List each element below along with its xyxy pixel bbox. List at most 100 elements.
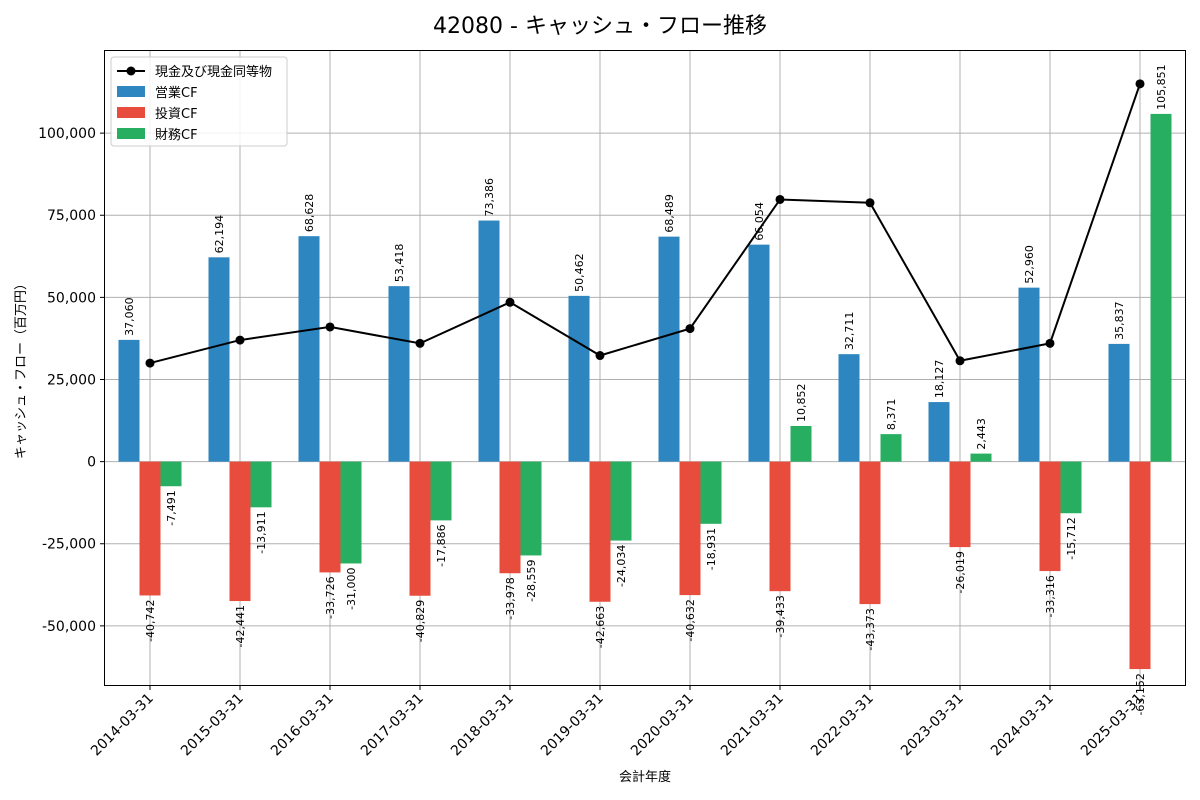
- bar-value-label: 8,371: [885, 399, 898, 431]
- bar-営業CF: [208, 257, 230, 462]
- bar-財務CF: [700, 461, 722, 524]
- bar-投資CF: [1039, 461, 1061, 572]
- y-tick-label: 50,000: [47, 290, 96, 306]
- x-tick-label: 2022-03-31: [808, 691, 877, 760]
- bar-財務CF: [160, 461, 182, 487]
- bar-営業CF: [388, 286, 410, 462]
- y-tick-label: -25,000: [42, 537, 96, 553]
- cash-point: [955, 356, 965, 366]
- plot-frame: [104, 50, 1186, 686]
- legend-swatch: [117, 86, 145, 97]
- bar-投資CF: [499, 461, 521, 574]
- legend-entry: 投資CF: [155, 106, 198, 122]
- x-tick-label: 2025-03-31: [1078, 691, 1147, 760]
- bar-value-label: -7,491: [165, 490, 178, 525]
- bar-value-label: 10,852: [795, 383, 808, 422]
- cash-point: [505, 297, 515, 307]
- cash-point: [595, 351, 605, 361]
- cash-point: [235, 335, 245, 345]
- bar-value-label: 35,837: [1113, 301, 1126, 340]
- bar-財務CF: [1150, 113, 1172, 462]
- bar-営業CF: [478, 220, 500, 462]
- bar-value-label: -42,441: [234, 605, 247, 647]
- bar-value-label: 37,060: [123, 297, 136, 336]
- bar-営業CF: [298, 236, 320, 462]
- bar-value-label: 52,960: [1023, 245, 1036, 284]
- legend-entry: 財務CF: [155, 128, 198, 143]
- bar-value-label: -40,829: [414, 600, 427, 642]
- bar-投資CF: [589, 461, 611, 602]
- bar-営業CF: [928, 402, 950, 462]
- bar-value-label: 68,628: [303, 194, 316, 233]
- cash-point: [145, 358, 155, 368]
- bar-財務CF: [970, 453, 992, 462]
- bar-value-label: 62,194: [213, 215, 226, 254]
- bar-営業CF: [838, 354, 860, 462]
- bar-営業CF: [748, 244, 770, 462]
- bar-財務CF: [250, 461, 272, 508]
- x-tick-label: 2017-03-31: [358, 691, 427, 760]
- bar-value-label: 105,851: [1155, 64, 1168, 110]
- bar-value-label: 2,443: [975, 418, 988, 450]
- bar-営業CF: [658, 236, 680, 462]
- legend-box: [110, 56, 288, 147]
- bar-財務CF: [340, 461, 362, 564]
- bar-value-label: -31,000: [345, 567, 358, 609]
- bar-value-label: 66,054: [753, 202, 766, 241]
- bar-value-label: -18,931: [705, 528, 718, 570]
- bar-value-label: -40,742: [144, 599, 157, 641]
- cash-point: [685, 324, 695, 334]
- bar-投資CF: [139, 461, 161, 596]
- bar-投資CF: [769, 461, 791, 592]
- x-tick-label: 2018-03-31: [448, 691, 517, 760]
- y-tick-label: 75,000: [47, 208, 96, 224]
- x-tick-label: 2015-03-31: [178, 691, 247, 760]
- x-tick-label: 2020-03-31: [628, 691, 697, 760]
- cash-point: [325, 322, 335, 332]
- bar-営業CF: [1018, 287, 1040, 462]
- bar-value-label: 68,489: [663, 194, 676, 233]
- bar-投資CF: [1129, 461, 1151, 670]
- bar-value-label: 32,711: [843, 312, 856, 351]
- legend-swatch: [117, 128, 145, 139]
- y-tick-label: -50,000: [42, 619, 96, 635]
- legend-swatch: [117, 107, 145, 118]
- cash-point: [1135, 79, 1145, 89]
- y-tick-label: 25,000: [47, 372, 96, 388]
- chart-title: 42080 - キャッシュ・フロー推移: [433, 14, 767, 39]
- bar-投資CF: [949, 461, 971, 548]
- bar-投資CF: [319, 461, 341, 573]
- cash-point: [415, 338, 425, 348]
- bar-value-label: -42,663: [594, 606, 607, 648]
- bars: [118, 113, 1172, 670]
- bar-財務CF: [1060, 461, 1082, 514]
- x-tick-label: 2021-03-31: [718, 691, 787, 760]
- legend-entry: 営業CF: [155, 85, 198, 101]
- bar-営業CF: [568, 295, 590, 462]
- legend-marker: [126, 66, 136, 76]
- y-tick-label: 0: [87, 455, 96, 471]
- bar-value-label: -43,373: [864, 608, 877, 650]
- bar-営業CF: [1108, 343, 1130, 462]
- bar-value-label: -13,911: [255, 511, 268, 553]
- cash-series-line: [149, 83, 1141, 365]
- bar-value-label: -28,559: [525, 559, 538, 601]
- cash-point: [775, 194, 785, 204]
- x-tick-label: 2023-03-31: [898, 691, 967, 760]
- bar-value-label: -40,632: [684, 599, 697, 641]
- bar-value-label: -33,316: [1044, 575, 1057, 617]
- bar-財務CF: [790, 425, 812, 462]
- bar-投資CF: [679, 461, 701, 596]
- bar-財務CF: [520, 461, 542, 556]
- y-axis-ticks: -50,000 -25,000 0 25,000 50,000 75,000 100,000: [38, 126, 105, 635]
- bar-value-label: -33,726: [324, 576, 337, 618]
- cash-line: [145, 79, 1145, 368]
- legend-entry: 現金及び現金同等物: [155, 64, 272, 80]
- x-tick-label: 2019-03-31: [538, 691, 607, 760]
- cash-point: [865, 198, 875, 208]
- bar-value-label: -24,034: [615, 545, 628, 587]
- bar-投資CF: [409, 461, 431, 596]
- bar-value-label: 73,386: [483, 178, 496, 217]
- bar-value-label: -15,712: [1065, 517, 1078, 559]
